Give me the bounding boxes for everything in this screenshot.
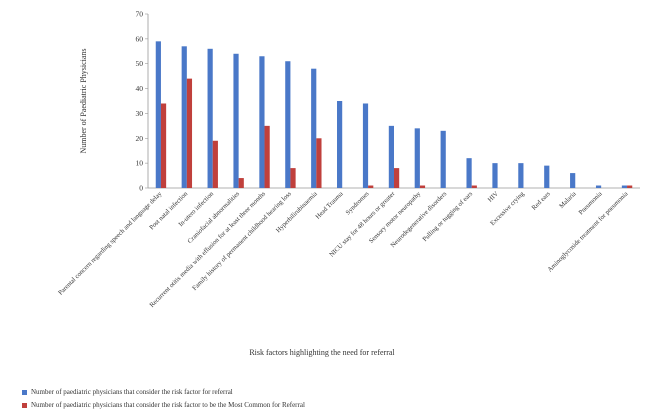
x-category-label: Pulling or tugging of ears bbox=[421, 190, 474, 243]
x-axis-title: Risk factors highlighting the need for r… bbox=[249, 348, 395, 357]
x-category-label: Syndromes bbox=[345, 190, 371, 216]
bar-referral bbox=[544, 165, 550, 188]
bar-most-common bbox=[419, 185, 426, 188]
bar-referral bbox=[492, 163, 498, 188]
bar-referral bbox=[155, 41, 161, 189]
x-category-label: Family history of permanent childhood he… bbox=[191, 190, 293, 292]
bars bbox=[155, 41, 633, 189]
bar-most-common bbox=[394, 168, 400, 188]
y-tick-label: 20 bbox=[136, 134, 144, 143]
x-category-label: Malaria bbox=[558, 190, 577, 209]
bar-most-common bbox=[186, 78, 193, 188]
bar-most-common bbox=[212, 140, 218, 188]
bar-most-common bbox=[160, 103, 167, 188]
bar-referral bbox=[518, 163, 524, 188]
bar-referral bbox=[595, 185, 602, 188]
x-category-label: Head Trauma bbox=[314, 190, 344, 220]
bar-referral bbox=[362, 103, 369, 188]
bar-referral bbox=[466, 158, 472, 188]
bar-referral bbox=[233, 53, 239, 188]
legend-swatch-blue bbox=[22, 389, 27, 395]
y-tick-label: 30 bbox=[136, 109, 144, 118]
legend-swatch-red bbox=[22, 402, 27, 408]
bar-referral bbox=[621, 185, 628, 188]
bar-referral bbox=[414, 128, 420, 188]
y-tick-label: 70 bbox=[136, 10, 144, 19]
bar-most-common bbox=[316, 138, 322, 188]
x-category-label: Craniofacial abnormalities bbox=[187, 190, 242, 245]
bar-most-common bbox=[471, 185, 477, 188]
bar-referral bbox=[181, 46, 187, 189]
bar-referral bbox=[259, 56, 265, 189]
y-tick-label: 40 bbox=[136, 84, 144, 93]
bar-most-common bbox=[238, 178, 244, 188]
y-tick-label: 60 bbox=[136, 34, 144, 43]
y-tick-label: 50 bbox=[136, 59, 144, 68]
bar-referral bbox=[570, 173, 576, 188]
legend-label-most-common: Number of paediatric physicians that con… bbox=[31, 401, 305, 409]
bar-referral bbox=[337, 101, 343, 188]
legend-item-most-common: Number of paediatric physicians that con… bbox=[22, 401, 305, 409]
bar-most-common bbox=[290, 168, 296, 188]
x-category-label: Parental concern regarding speech and la… bbox=[57, 190, 164, 297]
bar-referral bbox=[311, 68, 317, 188]
bar-referral bbox=[207, 48, 213, 188]
x-category-label: Pneumonia bbox=[578, 190, 604, 216]
bar-referral bbox=[440, 130, 446, 188]
x-axis-categories: Parental concern regarding speech and la… bbox=[57, 190, 629, 309]
bar-most-common bbox=[368, 185, 374, 188]
x-category-label: HIV bbox=[487, 190, 500, 203]
legend-label-referral: Number of paediatric physicians that con… bbox=[31, 388, 233, 396]
x-category-label: Red ears bbox=[531, 190, 552, 211]
y-tick-label: 0 bbox=[139, 184, 143, 193]
bar-referral bbox=[285, 61, 291, 189]
y-axis: 0 10 20 30 40 50 60 70 bbox=[136, 10, 640, 193]
y-tick-label: 10 bbox=[136, 159, 144, 168]
legend-item-referral: Number of paediatric physicians that con… bbox=[22, 388, 233, 396]
y-axis-title: Number of Paediatric Physicians bbox=[79, 48, 88, 153]
bar-most-common bbox=[627, 185, 633, 188]
x-category-label: Sensory motor neuropathy bbox=[368, 190, 423, 245]
bar-referral bbox=[388, 125, 394, 188]
bar-most-common bbox=[264, 125, 270, 188]
